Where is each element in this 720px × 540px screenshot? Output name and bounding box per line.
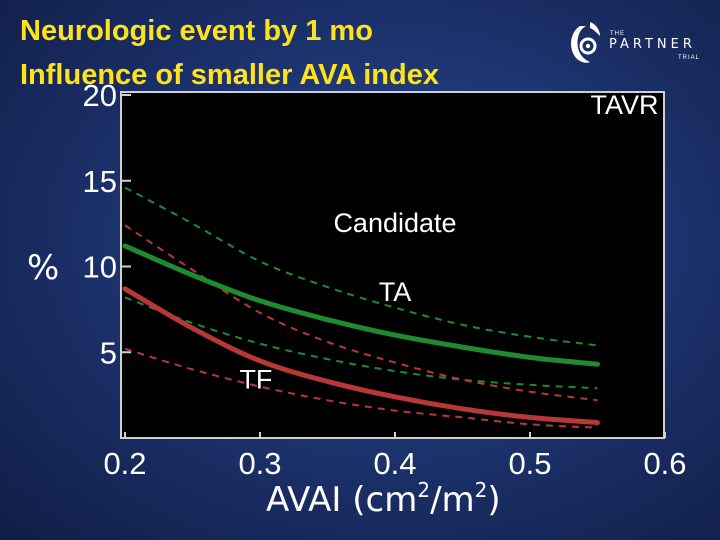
x-tick-label: 0.5 — [508, 446, 551, 481]
series-line-tf — [122, 286, 600, 426]
annotation-candidate: Candidate — [333, 208, 456, 238]
annotation-tavr: TAVR — [590, 90, 658, 120]
x-axis-label: AVAI (cm2/m2) — [266, 478, 501, 520]
logo-trial-text: TRIAL — [678, 55, 701, 61]
partner-emblem-icon — [571, 22, 600, 63]
y-tick-label: 10 — [83, 250, 117, 285]
y-tick-label: 5 — [100, 335, 117, 370]
x-axis-label-sup2: 2 — [474, 478, 488, 502]
x-axis-label-mid: /m — [430, 480, 475, 520]
plot-area — [120, 91, 665, 439]
annotation-tf: TF — [239, 364, 272, 394]
series-layer — [122, 186, 600, 429]
logo-the-text: THE — [610, 31, 625, 37]
x-tick-label: 0.2 — [103, 446, 146, 481]
x-tick-label: 0.4 — [373, 446, 416, 481]
annotation-layer: TAVR Candidate TA TF — [239, 90, 658, 394]
slide-title-line2: Influence of smaller AVA index — [20, 59, 439, 91]
x-tick-label: 0.3 — [238, 446, 281, 481]
y-tick-label: 20 — [83, 78, 117, 113]
series-line-candidate — [122, 243, 600, 367]
series-line-tf-lower — [124, 347, 598, 429]
x-tick-label: 0.6 — [643, 446, 686, 481]
x-axis-label-main: AVAI (cm — [266, 480, 418, 520]
axis-ticks: 0.2 0.3 0.4 0.5 0.6 5 10 15 20 — [83, 78, 687, 481]
annotation-ta: TA — [379, 277, 412, 307]
y-tick-label: 15 — [83, 164, 117, 199]
logo-name-text: PARTNER — [609, 37, 696, 52]
series-line-candidate-upper — [124, 186, 598, 347]
x-axis-label-sup1: 2 — [417, 478, 431, 502]
series-line-candidate-lower — [124, 296, 598, 390]
partner-trial-logo: THE PARTNER TRIAL — [566, 14, 706, 70]
y-axis-label: % — [27, 248, 60, 288]
x-axis-label-end: ) — [487, 480, 501, 520]
slide-title-line1: Neurologic event by 1 mo — [20, 15, 373, 47]
